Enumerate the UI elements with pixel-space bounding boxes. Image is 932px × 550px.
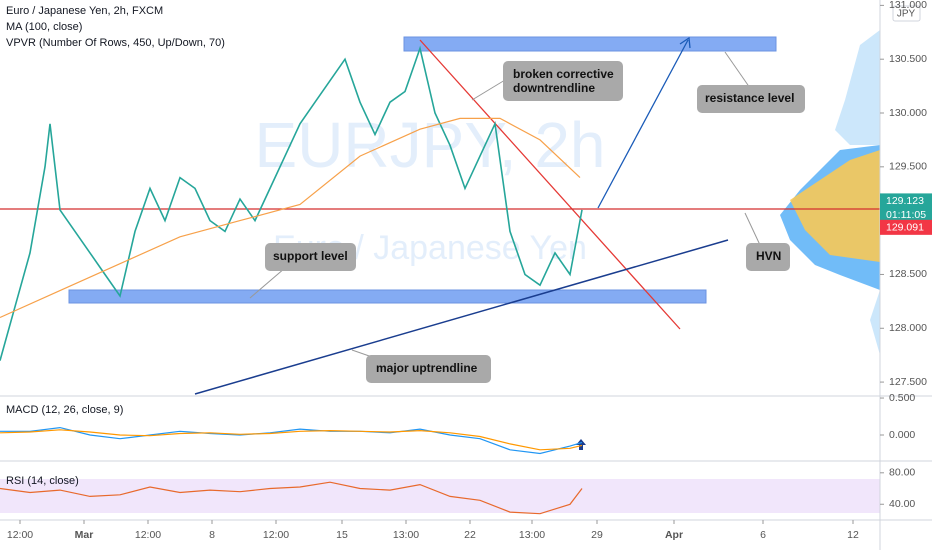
annotation: resistance level (705, 91, 794, 105)
series-line (0, 481, 583, 515)
annotation: major uptrendline (376, 361, 478, 375)
y-tick-label: 40.00 (889, 498, 915, 510)
chart-title: Euro / Japanese Yen, 2h, FXCM (6, 5, 163, 17)
x-tick-label: 22 (464, 529, 476, 541)
callout (746, 243, 790, 271)
y-tick-label: 131.000 (889, 0, 927, 11)
indicator-label: MACD (12, 26, close, 9) (6, 404, 123, 416)
x-tick-label: 12:00 (7, 529, 33, 541)
downtrendline (419, 39, 681, 330)
signal-arrow (576, 439, 586, 450)
y-tick-label: 0.500 (889, 392, 915, 404)
callout-pointer (724, 51, 751, 89)
rsi-band (0, 479, 880, 513)
price-label-text: 129.091 (886, 222, 924, 234)
annotation: support level (273, 249, 348, 263)
x-tick-label: 6 (760, 529, 766, 541)
callout (366, 355, 491, 383)
x-tick-label: 13:00 (519, 529, 545, 541)
volume-profile (835, 30, 880, 145)
series-line (0, 45, 583, 361)
x-tick-label: 13:00 (393, 529, 419, 541)
x-tick-label: 15 (336, 529, 348, 541)
y-tick-label: 130.000 (889, 107, 927, 119)
y-tick-label: 80.00 (889, 467, 915, 479)
y-tick-label: 128.000 (889, 322, 927, 334)
price-label (880, 193, 932, 224)
callout (697, 85, 805, 113)
x-tick-label: 12 (847, 529, 859, 541)
callout-pointer (249, 267, 286, 299)
callout (503, 61, 623, 101)
watermark: EURJPY, 2h (255, 109, 606, 181)
callout-pointer (744, 212, 761, 246)
x-tick-label: 12:00 (263, 529, 289, 541)
y-tick-label: 127.500 (889, 376, 927, 388)
resistance-zone (403, 36, 777, 52)
y-tick-label: 128.500 (889, 268, 927, 280)
series-line (0, 429, 583, 451)
y-tick-label: 0.000 (889, 429, 915, 441)
price-label-text: 129.123 (886, 195, 924, 207)
callout (265, 243, 356, 271)
y-tick-label: 129.500 (889, 161, 927, 173)
unit-badge[interactable] (892, 5, 921, 22)
annotation: broken corrective (513, 67, 614, 81)
countdown: 01:11:05 (886, 209, 926, 221)
series-line (0, 426, 583, 455)
y-tick-label: 130.500 (889, 53, 927, 65)
x-tick-label: 29 (591, 529, 603, 541)
indicator-label: MA (100, close) (6, 21, 82, 33)
callout-pointer (471, 79, 506, 101)
x-tick-label: 12:00 (135, 529, 161, 541)
volume-profile (870, 290, 880, 355)
annotation: downtrendline (513, 81, 595, 95)
x-tick-label: 8 (209, 529, 215, 541)
axis-unit: JPY (897, 9, 916, 20)
projection-arrow (597, 39, 689, 209)
series-line (0, 117, 581, 319)
price-label (880, 219, 932, 235)
uptrendline (194, 239, 729, 395)
annotation: HVN (756, 249, 781, 263)
indicator-label: RSI (14, close) (6, 475, 79, 487)
x-tick-label: Mar (75, 529, 94, 541)
arrow-head (679, 36, 691, 49)
indicator-label: VPVR (Number Of Rows, 450, Up/Down, 70) (6, 37, 225, 49)
support-zone (68, 289, 707, 304)
x-tick-label: Apr (665, 529, 683, 541)
volume-profile (790, 150, 880, 262)
